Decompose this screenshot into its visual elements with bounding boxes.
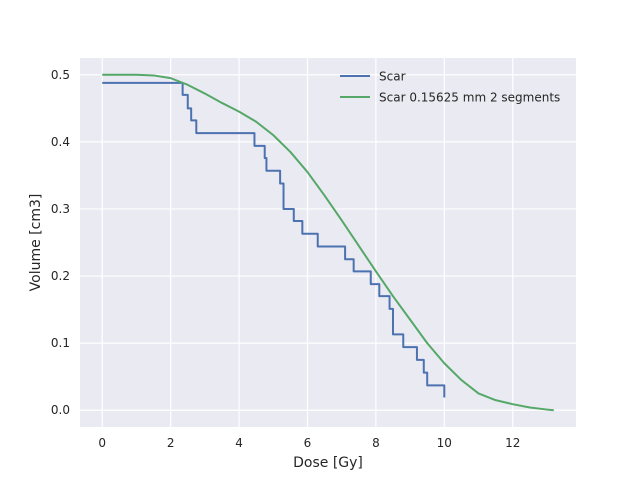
plot-area	[80, 58, 576, 427]
y-axis-ticks: 0.0 0.1 0.2 0.3 0.4 0.5	[51, 68, 70, 417]
grid	[80, 58, 576, 427]
x-axis-ticks: 0 2 4 6 8 10 12	[98, 436, 520, 450]
y-tick-label: 0.4	[51, 135, 70, 149]
y-tick-label: 0.0	[51, 403, 70, 417]
x-tick-label: 8	[372, 436, 380, 450]
y-tick-label: 0.5	[51, 68, 70, 82]
legend-item: Scar	[340, 70, 406, 84]
legend-item: Scar 0.15625 mm 2 segments	[340, 91, 560, 105]
x-tick-label: 6	[304, 436, 312, 450]
series-line-scar-segmented	[102, 73, 554, 412]
x-tick-label: 4	[235, 436, 243, 450]
y-tick-label: 0.2	[51, 269, 70, 283]
x-tick-label: 0	[98, 436, 106, 450]
y-axis-label: Volume [cm3]	[28, 194, 44, 292]
x-axis-label: Dose [Gy]	[293, 455, 363, 471]
y-tick-label: 0.1	[51, 336, 70, 350]
x-tick-label: 10	[437, 436, 452, 450]
y-tick-label: 0.3	[51, 202, 70, 216]
series-layer	[102, 73, 554, 412]
legend-label: Scar	[379, 70, 406, 84]
legend-label: Scar 0.15625 mm 2 segments	[379, 91, 560, 105]
x-tick-label: 2	[167, 436, 175, 450]
legend: Scar Scar 0.15625 mm 2 segments	[340, 70, 560, 105]
series-line-scar	[102, 81, 446, 398]
x-tick-label: 12	[505, 436, 520, 450]
